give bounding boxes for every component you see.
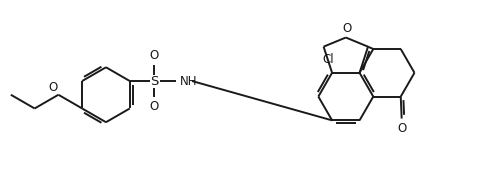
Text: NH: NH [180,75,198,88]
Text: S: S [150,75,159,88]
Text: O: O [397,122,406,135]
Text: O: O [48,81,57,94]
Text: O: O [150,49,159,62]
Text: O: O [342,22,351,35]
Text: O: O [150,100,159,113]
Text: Cl: Cl [322,53,334,66]
